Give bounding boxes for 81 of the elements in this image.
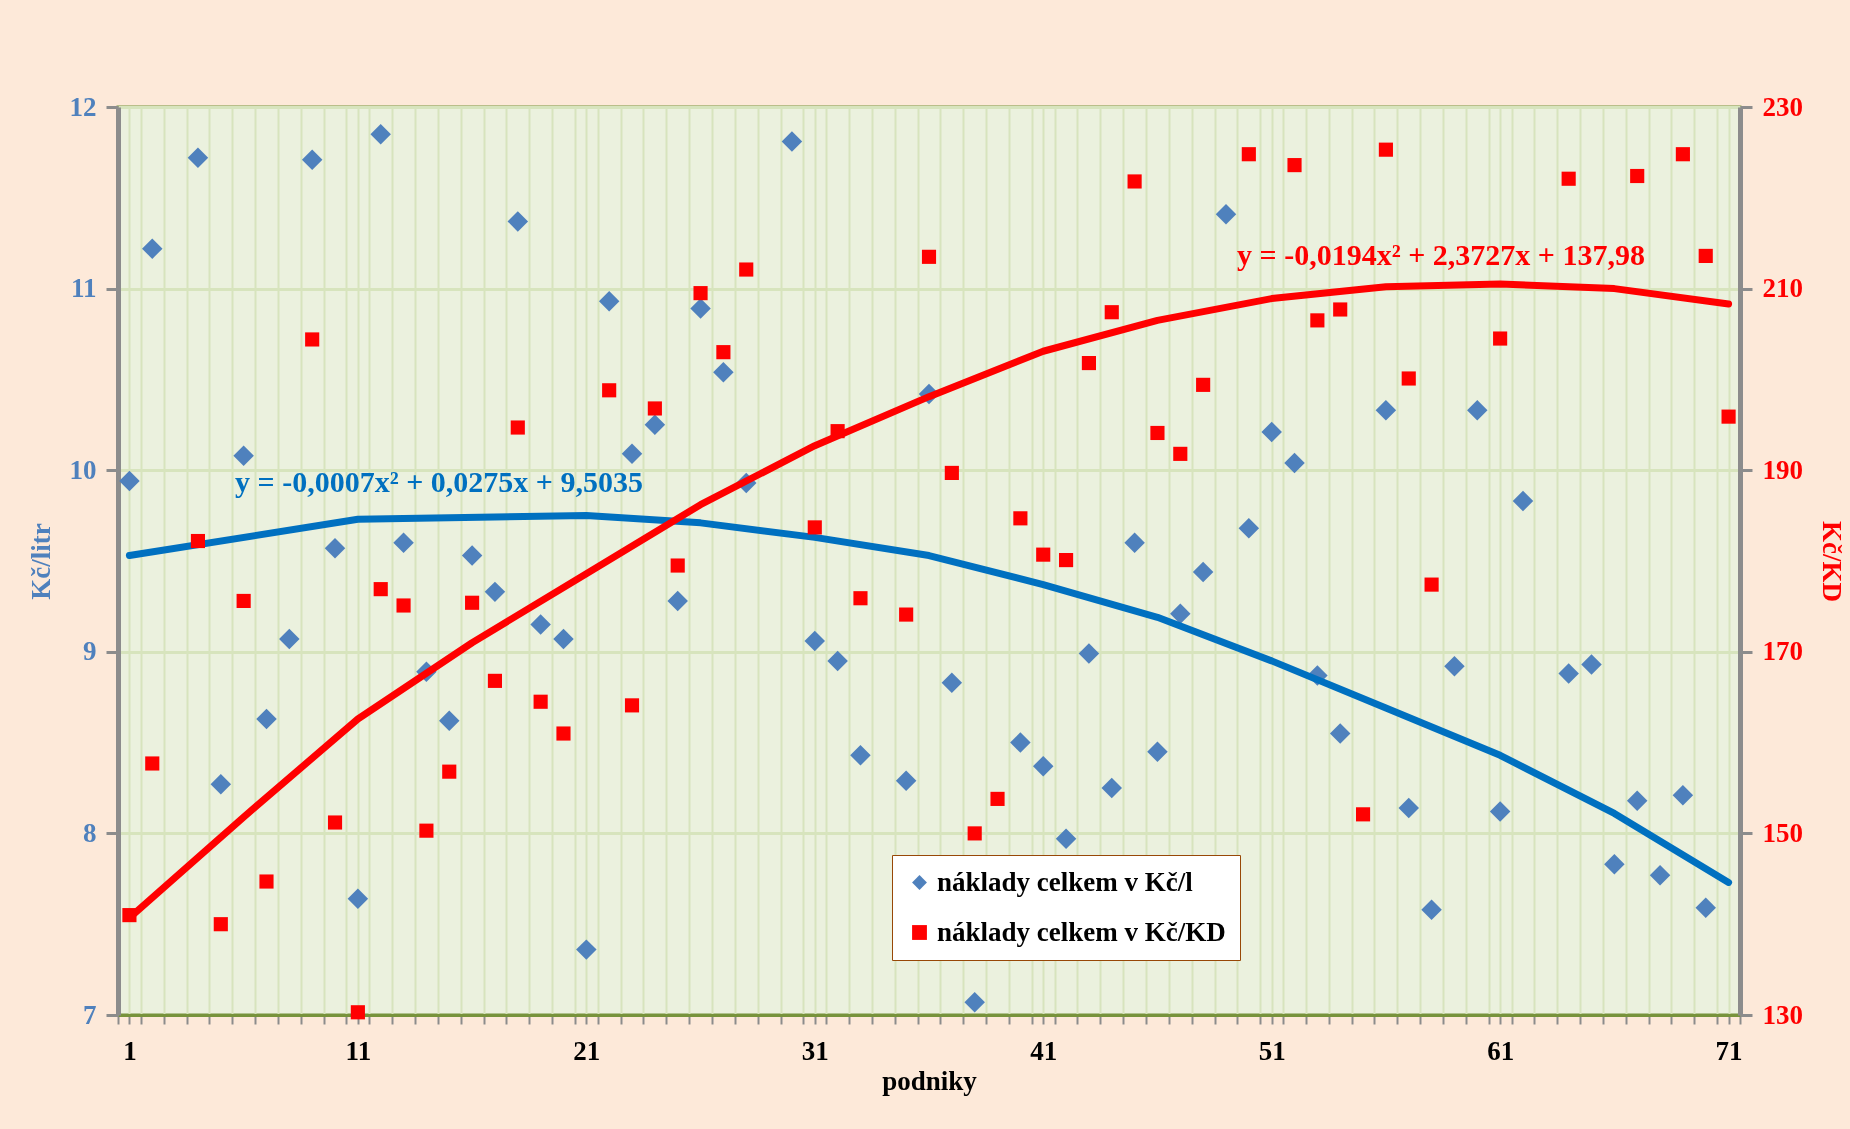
point xyxy=(190,533,206,549)
y2-axis-title: Kč/KD xyxy=(1817,521,1847,602)
point xyxy=(487,673,503,688)
x-tick-label: 11 xyxy=(345,1035,372,1066)
y-tick-label: 12 xyxy=(69,91,97,122)
point xyxy=(693,286,708,301)
y-axis-title: Kč/litr xyxy=(25,523,56,600)
point xyxy=(647,401,662,416)
annotation: y = -0,0007x² + 0,0275x + 9,5035 xyxy=(235,465,643,498)
point xyxy=(1355,807,1371,822)
y2-tick-label: 210 xyxy=(1762,273,1803,304)
y2-tick-label: 190 xyxy=(1762,454,1803,485)
legend-label: náklady celkem v Kč/l xyxy=(937,866,1194,897)
point xyxy=(990,791,1005,806)
y-tick-label: 9 xyxy=(83,636,97,667)
point xyxy=(1150,425,1165,441)
point xyxy=(327,815,343,830)
x-tick-label: 61 xyxy=(1487,1035,1515,1066)
point xyxy=(602,383,617,398)
point xyxy=(1287,158,1302,173)
point xyxy=(419,823,434,838)
point xyxy=(533,694,548,709)
point xyxy=(853,591,868,606)
point xyxy=(442,764,457,779)
point xyxy=(1081,355,1096,371)
legend-label: náklady celkem v Kč/KD xyxy=(937,916,1226,947)
point xyxy=(373,582,388,597)
y-tick-label: 11 xyxy=(70,273,97,304)
point xyxy=(350,1005,365,1020)
point xyxy=(236,593,251,609)
point xyxy=(944,465,959,480)
point xyxy=(716,345,731,360)
point xyxy=(739,262,754,277)
point xyxy=(807,520,822,535)
point xyxy=(1173,446,1188,461)
x-tick-label: 1 xyxy=(123,1035,137,1066)
point xyxy=(396,598,411,613)
point xyxy=(1378,142,1393,157)
y-tick-label: 8 xyxy=(83,817,97,848)
x-tick-label: 41 xyxy=(1030,1035,1058,1066)
point xyxy=(1013,511,1028,526)
point xyxy=(899,607,914,622)
y2-tick-label: 150 xyxy=(1762,817,1803,848)
point xyxy=(1310,313,1325,328)
x-tick-label: 51 xyxy=(1258,1035,1286,1066)
point xyxy=(556,726,571,741)
point xyxy=(1675,147,1690,162)
point xyxy=(1241,147,1256,162)
point xyxy=(1698,248,1713,263)
annotation: y = -0,0194x² + 2,3727x + 137,98 xyxy=(1237,238,1645,271)
point xyxy=(1630,168,1645,184)
point xyxy=(145,756,160,771)
y-tick-label: 10 xyxy=(69,454,97,485)
y2-tick-label: 130 xyxy=(1762,999,1803,1030)
x-tick-label: 21 xyxy=(573,1035,601,1066)
point xyxy=(921,249,937,264)
point xyxy=(1196,377,1211,392)
point xyxy=(1036,547,1051,562)
point xyxy=(305,332,320,347)
x-tick-label: 71 xyxy=(1715,1035,1743,1066)
point xyxy=(1333,302,1348,317)
point xyxy=(1104,305,1119,320)
point xyxy=(1059,553,1074,568)
point xyxy=(259,874,274,889)
point xyxy=(1424,577,1439,592)
point xyxy=(213,917,228,932)
point xyxy=(670,558,685,573)
y-tick-label: 7 xyxy=(83,999,97,1030)
point xyxy=(1127,174,1142,189)
y2-tick-label: 170 xyxy=(1762,636,1803,667)
point xyxy=(465,595,480,610)
point xyxy=(510,420,525,435)
point xyxy=(967,826,982,841)
y2-tick-label: 230 xyxy=(1762,91,1803,122)
x-tick-label: 31 xyxy=(801,1035,829,1066)
x-axis-title: podniky xyxy=(882,1065,978,1096)
point xyxy=(624,698,640,713)
point xyxy=(1561,171,1576,186)
point xyxy=(1401,371,1416,386)
point xyxy=(1493,331,1508,346)
point xyxy=(1721,409,1736,424)
